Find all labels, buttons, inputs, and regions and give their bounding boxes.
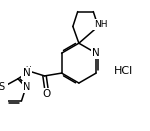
Text: N: N xyxy=(92,48,100,58)
Text: S: S xyxy=(0,82,5,92)
Text: N: N xyxy=(23,82,31,92)
Text: NH: NH xyxy=(94,20,108,29)
Text: O: O xyxy=(42,89,51,99)
Text: HCl: HCl xyxy=(114,66,133,76)
Text: N: N xyxy=(23,68,30,78)
Text: H: H xyxy=(26,66,31,75)
